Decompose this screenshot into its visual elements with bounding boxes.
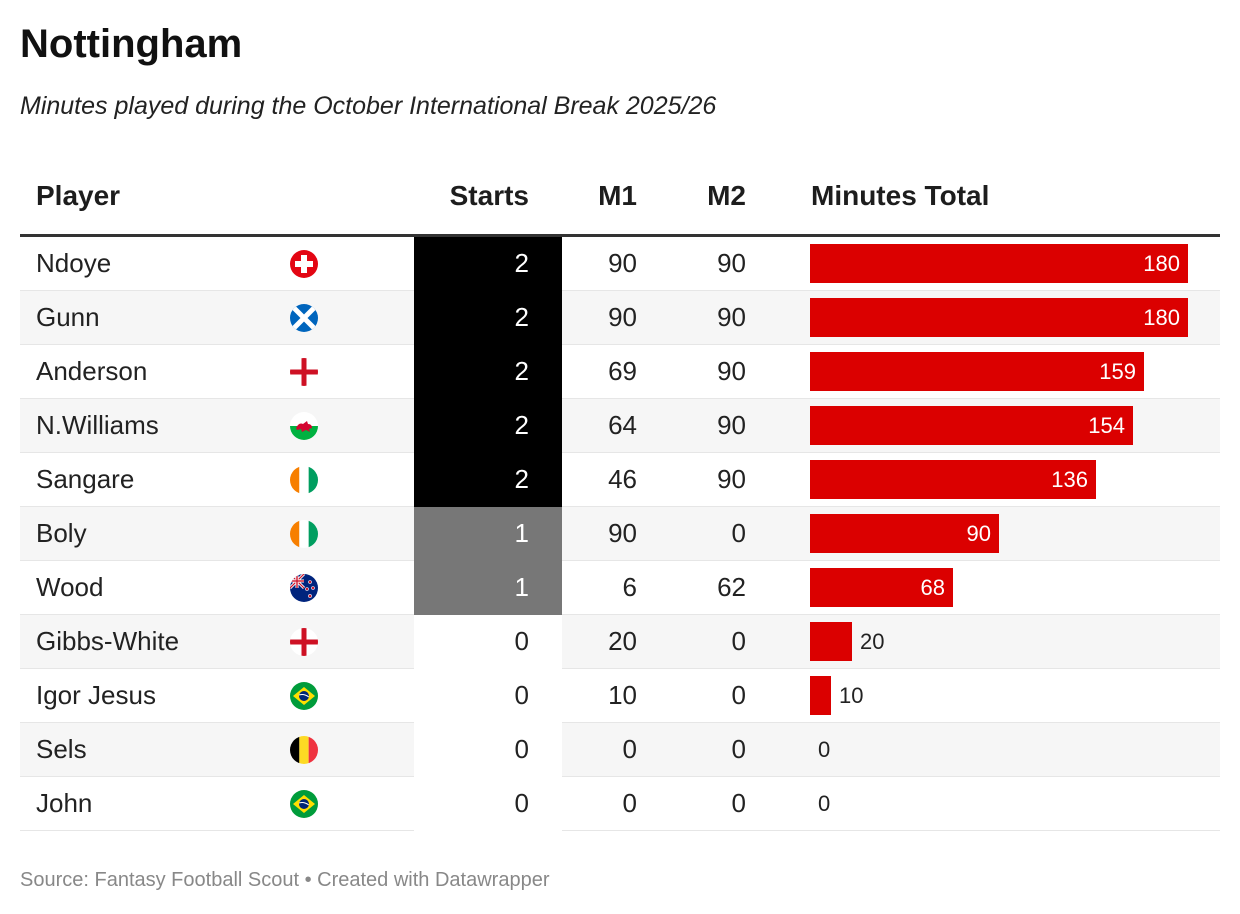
minutes-total-label: 180: [1143, 251, 1180, 276]
minutes-bar: [810, 244, 1188, 283]
starts-cell: 2: [414, 399, 562, 453]
minutes-bar: [810, 676, 831, 715]
player-name: John: [36, 788, 93, 818]
starts-cell: 0: [414, 669, 562, 723]
starts-cell: 2: [414, 237, 562, 291]
starts-cell: 1: [414, 561, 562, 615]
header-player[interactable]: Player: [36, 180, 121, 211]
starts-cell: 2: [414, 453, 562, 507]
m1-cell: 20: [608, 626, 637, 656]
minutes-total-label: 0: [818, 737, 831, 762]
m1-cell: 90: [608, 518, 637, 548]
table-row: Gunn 2 90 90 180: [20, 291, 1220, 345]
ivory-coast-flag-icon: [290, 520, 318, 548]
player-name: Sangare: [36, 464, 135, 494]
m2-cell: 0: [731, 518, 746, 548]
brazil-flag-icon: [290, 682, 318, 710]
scotland-flag-icon: [290, 304, 318, 332]
m2-cell: 0: [731, 680, 746, 710]
minutes-bar: [810, 568, 953, 607]
m2-cell: 90: [717, 302, 746, 332]
england-flag-icon: [290, 358, 318, 386]
belgium-flag-icon: [290, 736, 318, 764]
player-name: Wood: [36, 572, 104, 602]
table-row: Sels 0 0 0 0: [20, 723, 1220, 777]
minutes-total-label: 154: [1088, 413, 1125, 438]
chart-subtitle: Minutes played during the October Intern…: [20, 92, 717, 120]
table-row: Ndoye 2 90 90 180: [20, 237, 1220, 291]
player-name: Gibbs-White: [36, 626, 180, 656]
m1-cell: 69: [608, 356, 637, 386]
m1-cell: 90: [608, 248, 637, 278]
header-m2[interactable]: M2: [707, 180, 746, 211]
starts-cell: 2: [414, 345, 562, 399]
minutes-total-label: 180: [1143, 305, 1180, 330]
m2-cell: 90: [717, 464, 746, 494]
player-name: Igor Jesus: [36, 680, 156, 710]
minutes-total-label: 159: [1099, 359, 1136, 384]
minutes-total-label: 0: [818, 791, 831, 816]
minutes-bar: [810, 460, 1096, 499]
m1-cell: 10: [608, 680, 637, 710]
minutes-bar: [810, 514, 999, 553]
player-name: N.Williams: [36, 410, 159, 440]
m2-cell: 90: [717, 410, 746, 440]
table-row: N.Williams 2 64 90 154: [20, 399, 1220, 453]
starts-cell: 0: [414, 615, 562, 669]
m1-cell: 90: [608, 302, 637, 332]
ivory-coast-flag-icon: [290, 466, 318, 494]
m1-cell: 0: [622, 734, 637, 764]
table-row: Wood 1 6 62 68: [20, 561, 1220, 615]
header-starts[interactable]: Starts: [449, 180, 529, 211]
player-name: Boly: [36, 518, 87, 548]
starts-cell: 1: [414, 507, 562, 561]
minutes-bar: [810, 622, 852, 661]
source-note: Source: Fantasy Football Scout • Created…: [20, 869, 550, 891]
starts-cell: 0: [414, 723, 562, 777]
table-body: Ndoye 2 90 90 180 Gunn 2 90 90 180 Anderson 2 69 90 15…: [20, 237, 1220, 831]
player-name: Ndoye: [36, 248, 112, 278]
wales-flag-icon: [290, 412, 318, 440]
header-m1[interactable]: M1: [598, 180, 637, 211]
player-name: Anderson: [36, 356, 148, 386]
minutes-total-label: 20: [860, 629, 885, 654]
table-row: Gibbs-White 0 20 0 20: [20, 615, 1220, 669]
minutes-total-label: 90: [966, 521, 991, 546]
switzerland-flag-icon: [290, 250, 318, 278]
minutes-total-label: 10: [839, 683, 864, 708]
brazil-flag-icon: [290, 790, 318, 818]
england-flag-icon: [290, 628, 318, 656]
minutes-bar: [810, 298, 1188, 337]
m2-cell: 0: [731, 788, 746, 818]
m1-cell: 0: [622, 788, 637, 818]
m2-cell: 0: [731, 734, 746, 764]
table-row: John 0 0 0 0: [20, 777, 1220, 831]
minutes-total-label: 136: [1051, 467, 1088, 492]
m1-cell: 46: [608, 464, 637, 494]
table-row: Anderson 2 69 90 159: [20, 345, 1220, 399]
header-minutes-total[interactable]: Minutes Total: [811, 180, 990, 211]
player-name: Gunn: [36, 302, 100, 332]
starts-cell: 2: [414, 291, 562, 345]
m2-cell: 62: [717, 572, 746, 602]
table-row: Igor Jesus 0 10 0 10: [20, 669, 1220, 723]
table-header: Player Starts M1 M2 Minutes Total: [20, 170, 1220, 237]
new-zealand-flag-icon: [290, 574, 318, 602]
chart-title: Nottingham: [20, 22, 243, 66]
minutes-table: Player Starts M1 M2 Minutes Total Ndoye 2…: [20, 170, 1220, 831]
m2-cell: 90: [717, 248, 746, 278]
minutes-bar: [810, 352, 1144, 391]
m2-cell: 90: [717, 356, 746, 386]
player-name: Sels: [36, 734, 87, 764]
m1-cell: 64: [608, 410, 637, 440]
table-row: Boly 1 90 0 90: [20, 507, 1220, 561]
table-row: Sangare 2 46 90 136: [20, 453, 1220, 507]
minutes-total-label: 68: [920, 575, 945, 600]
m1-cell: 6: [622, 572, 637, 602]
starts-cell: 0: [414, 777, 562, 831]
m2-cell: 0: [731, 626, 746, 656]
minutes-bar: [810, 406, 1133, 445]
